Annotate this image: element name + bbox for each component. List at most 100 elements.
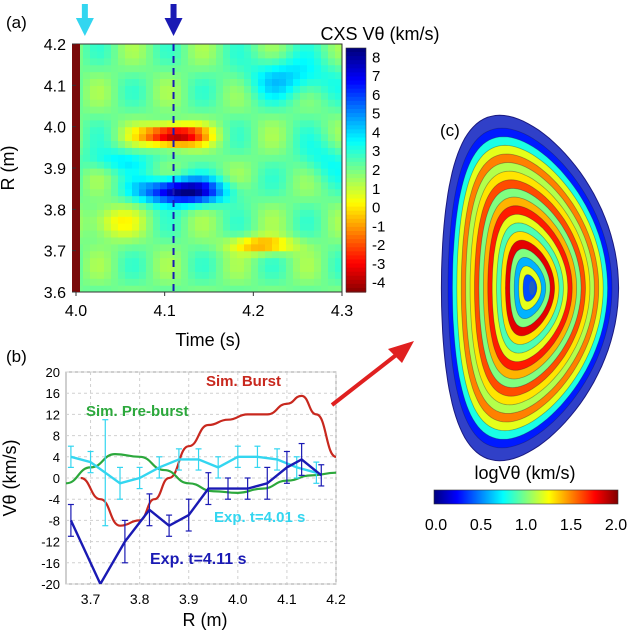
heat-cell [118, 230, 126, 238]
heat-cell [300, 161, 308, 169]
heat-cell [286, 202, 294, 210]
heat-cell [160, 174, 168, 183]
heat-cell [216, 154, 224, 162]
colorbar-a-segment [346, 153, 366, 159]
heat-cell [209, 168, 217, 176]
heat-cell [146, 106, 154, 114]
heat-cell [230, 126, 238, 135]
heat-cell [307, 223, 315, 231]
heat-cell [251, 195, 259, 204]
heat-cell [202, 174, 210, 183]
heat-cell [244, 278, 252, 286]
colorbar-a-segment [346, 84, 366, 90]
heat-cell [216, 195, 224, 204]
heat-cell [83, 264, 91, 272]
heat-cell [97, 147, 105, 155]
heat-cell [286, 140, 294, 148]
heat-cell [146, 264, 154, 272]
heat-cell [146, 64, 154, 73]
heat-cell [293, 126, 301, 135]
heat-cell [335, 99, 342, 107]
heat-cell [195, 243, 203, 252]
magnetic-axis [529, 281, 535, 295]
colorbar-a-segment [346, 222, 366, 228]
heat-cell [216, 64, 224, 73]
y-tick-label-a: 3.6 [44, 285, 66, 302]
heat-cell [258, 209, 266, 217]
x-tick-label-a: 4.1 [154, 303, 176, 320]
x-tick-label-b: 4.1 [277, 591, 297, 607]
heat-cell [125, 168, 133, 176]
panel-label-a: (a) [6, 13, 27, 32]
heat-cell [307, 216, 315, 224]
y-tick-label-a: 3.8 [44, 202, 66, 219]
heat-cell [90, 147, 98, 155]
heat-cell [202, 209, 210, 217]
colorbar-a-tick-label: 0 [372, 200, 380, 217]
heat-cell [300, 50, 308, 59]
heat-cell [321, 174, 329, 183]
heat-cell [167, 57, 175, 66]
heat-cell [188, 133, 196, 142]
heat-cell [111, 278, 119, 286]
heat-cell [251, 78, 259, 86]
heat-cell [202, 188, 210, 197]
heat-cell [335, 106, 342, 114]
y-tick-label-a: 4.2 [44, 37, 66, 54]
heat-cell [314, 85, 322, 93]
heat-cell [153, 154, 161, 162]
heat-cell [237, 119, 245, 128]
heat-cell [272, 106, 280, 114]
heat-cell [307, 57, 315, 66]
heat-cell [188, 78, 196, 86]
heat-cell [307, 99, 315, 107]
heat-cell [209, 250, 217, 259]
heat-cell [174, 112, 182, 121]
heat-cell [300, 64, 308, 73]
heat-cell [174, 126, 182, 135]
heat-cell [279, 243, 287, 252]
heat-cell [111, 147, 119, 155]
heat-cell [293, 140, 301, 148]
heat-cell [146, 181, 154, 190]
series-line-exp-t-4-01-s [70, 455, 317, 485]
heat-cell [223, 64, 231, 73]
heat-cell [328, 257, 336, 266]
heat-cell [293, 257, 301, 266]
heat-cell [174, 78, 182, 86]
heat-cell [265, 223, 273, 231]
heat-cell [195, 278, 203, 286]
heat-cell [188, 140, 196, 148]
heat-cell [251, 161, 259, 169]
heat-cell [244, 223, 252, 231]
heat-cell [251, 257, 259, 266]
heat-cell [265, 209, 273, 217]
heat-cell [251, 285, 259, 292]
heat-cell [181, 112, 189, 121]
heat-cell [195, 85, 203, 93]
heat-cell [83, 44, 91, 52]
heat-cell [97, 154, 105, 162]
heat-cell [307, 140, 315, 148]
heat-cell [314, 236, 322, 245]
heat-cell [230, 243, 238, 252]
heat-cell [160, 50, 168, 59]
heat-cell [111, 140, 119, 148]
heat-cell [216, 126, 224, 135]
heat-cell [307, 161, 315, 169]
heat-cell [307, 168, 315, 176]
heat-cell [293, 154, 301, 162]
heat-cell [181, 195, 189, 204]
heat-cell [174, 181, 182, 190]
colorbar-a-tick-label: 5 [372, 106, 380, 123]
heat-cell [223, 285, 231, 292]
heat-cell [83, 202, 91, 210]
heat-cell [174, 250, 182, 259]
heat-cell [328, 119, 336, 128]
colorbar-a-segment [346, 137, 366, 143]
heat-cell [300, 202, 308, 210]
heat-cell [314, 99, 322, 107]
heat-cell [181, 181, 189, 190]
heat-cell [174, 44, 182, 52]
heat-cell [90, 168, 98, 176]
